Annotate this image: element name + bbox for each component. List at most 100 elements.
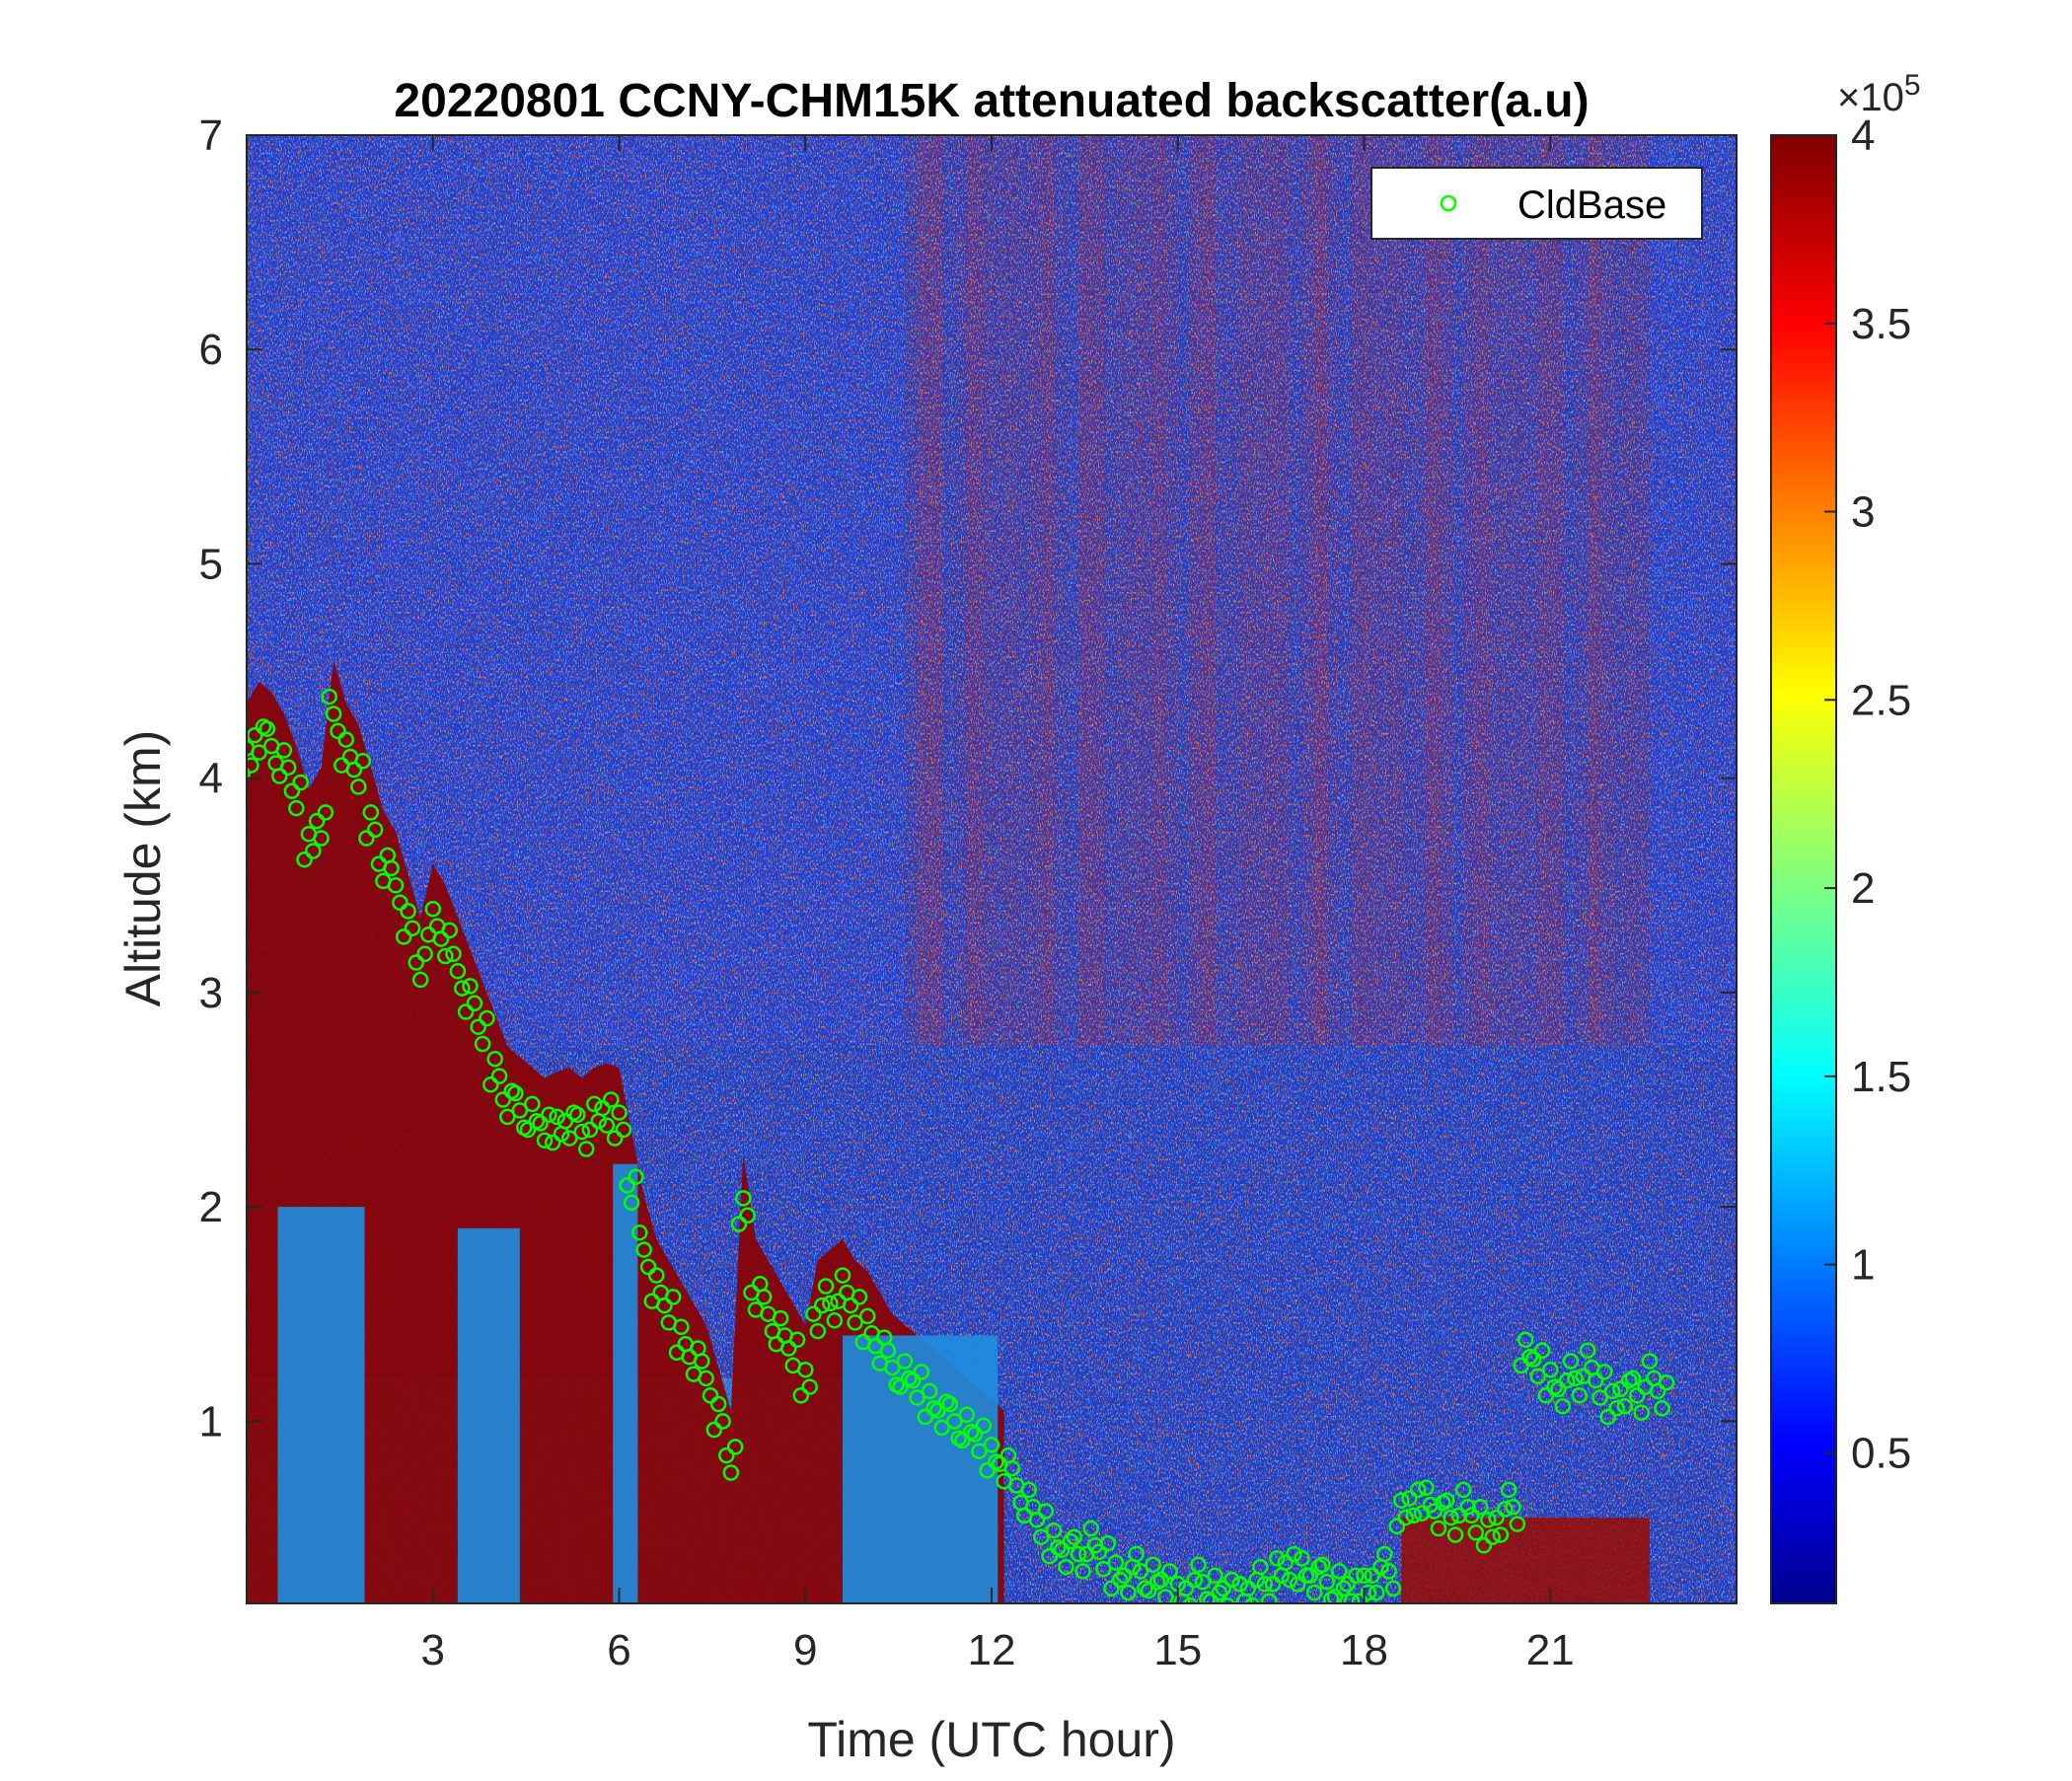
cldbase-point [524, 1095, 541, 1113]
cldbase-point [909, 1389, 925, 1406]
x-axis-label: Time (UTC hour) [807, 1712, 1175, 1767]
cldbase-point [1103, 1580, 1120, 1597]
colorbar-multiplier: ×105 [1837, 69, 1921, 119]
cldbase-point [1513, 1357, 1529, 1374]
x-tick-label: 21 [1526, 1626, 1575, 1674]
cldbase-point [735, 1190, 752, 1207]
cldbase-point [1099, 1534, 1116, 1552]
cldbase-point [395, 928, 412, 945]
cldbase-point [383, 859, 400, 877]
cldbase-point [1612, 1380, 1629, 1398]
y-tick-label: 1 [199, 1397, 223, 1446]
y-tick-label: 2 [199, 1183, 223, 1231]
cldbase-point [958, 1406, 976, 1424]
cldbase-point [755, 1289, 773, 1305]
cldbase-point [457, 1003, 475, 1020]
cldbase-point [1207, 1567, 1223, 1585]
cldbase-point [631, 1224, 648, 1241]
y-tick-label: 3 [199, 969, 223, 1017]
cldbase-point [1062, 1532, 1079, 1550]
cldbase-point [1111, 1571, 1129, 1589]
cldbase-point [321, 688, 337, 705]
y-tick-label: 6 [199, 326, 223, 374]
cldbase-point [1115, 1567, 1133, 1585]
cldbase-point [788, 1331, 806, 1349]
cldbase-point [247, 757, 259, 774]
cldbase-point [366, 821, 384, 839]
colorbar: 0.5 1 1.5 2 2.5 3 3.5 4 ×105 [1770, 69, 1921, 1604]
cldbase-point [1356, 1567, 1372, 1585]
cldbase-point [884, 1359, 901, 1376]
cldbase-point [1053, 1541, 1071, 1558]
cldbase-point [296, 851, 313, 868]
cldbase-point [573, 1123, 591, 1141]
cldbase-point [648, 1267, 665, 1284]
cldbase-point [1446, 1526, 1464, 1543]
cldbase-point [511, 1102, 529, 1119]
cldbase-point [1492, 1526, 1510, 1543]
cldbase-point [1633, 1404, 1650, 1421]
cldbase-point [1058, 1558, 1074, 1576]
cldbase-point [400, 903, 416, 920]
cldbase-point [1095, 1560, 1112, 1578]
cldbase-point [1463, 1507, 1480, 1524]
cldbase-point [1070, 1545, 1087, 1563]
cldbase-point [279, 759, 297, 777]
cldbase-point [851, 1289, 868, 1305]
cldbase-point [722, 1464, 740, 1481]
cldbase-point [921, 1382, 938, 1400]
cldbase-point [1107, 1554, 1125, 1571]
cldbase-point [288, 799, 305, 817]
cloud-region-evening [1401, 1518, 1650, 1603]
cldbase-point [896, 1353, 914, 1370]
cldbase-point [1567, 1370, 1584, 1387]
cldbase-point [1120, 1584, 1137, 1601]
cldbase-point [1028, 1512, 1046, 1528]
cldbase-point [1658, 1374, 1675, 1391]
cldbase-point [283, 782, 301, 799]
cldbase-point [792, 1387, 810, 1404]
cldbase-point [1497, 1501, 1514, 1518]
cldbase-point [739, 1207, 756, 1224]
cldbase-point [1587, 1372, 1604, 1389]
cldbase-point [1450, 1507, 1468, 1524]
x-tick-label: 6 [607, 1626, 630, 1674]
cldbase-point [345, 761, 363, 779]
cldbase-point [772, 1309, 789, 1327]
cldbase-point [1090, 1543, 1108, 1561]
cldbase-point [1351, 1593, 1369, 1603]
cldbase-point [1641, 1353, 1659, 1370]
cldbase-point [1603, 1382, 1621, 1400]
cldbase-point [673, 1318, 690, 1336]
cldbase-point [1579, 1342, 1596, 1359]
cldbase-point [317, 804, 334, 821]
cldbase-point [1194, 1574, 1212, 1591]
cldbase-point [1517, 1331, 1534, 1349]
cldbase-point [718, 1447, 735, 1464]
cldbase-point [1294, 1550, 1310, 1567]
cldbase-point [1624, 1370, 1642, 1387]
cldbase-point [1231, 1576, 1248, 1593]
cldbase-point [1256, 1576, 1274, 1593]
cldbase-point [1177, 1580, 1195, 1597]
y-axis-label: Altitude (km) [115, 730, 171, 1007]
cldbase-point [544, 1134, 561, 1151]
cldbase-point [603, 1091, 620, 1108]
cldbase-point [271, 768, 288, 784]
cldbase-point [1409, 1481, 1427, 1499]
cldbase-point [904, 1372, 922, 1389]
cldbase-point [449, 962, 467, 980]
cldbase-point [1480, 1512, 1497, 1528]
cldbase-point [1314, 1556, 1331, 1574]
cldbase-point [362, 804, 380, 821]
cldbase-point [1459, 1498, 1476, 1516]
cldbase-point [1426, 1503, 1443, 1520]
cldbase-point [445, 945, 462, 963]
cldbase-point [1082, 1520, 1099, 1537]
cldbase-point [1348, 1567, 1365, 1585]
cldbase-point [354, 753, 371, 770]
cldbase-point [247, 726, 263, 744]
cldbase-point [1335, 1580, 1352, 1597]
cldbase-point [1364, 1567, 1380, 1585]
cldbase-point [1629, 1387, 1646, 1404]
